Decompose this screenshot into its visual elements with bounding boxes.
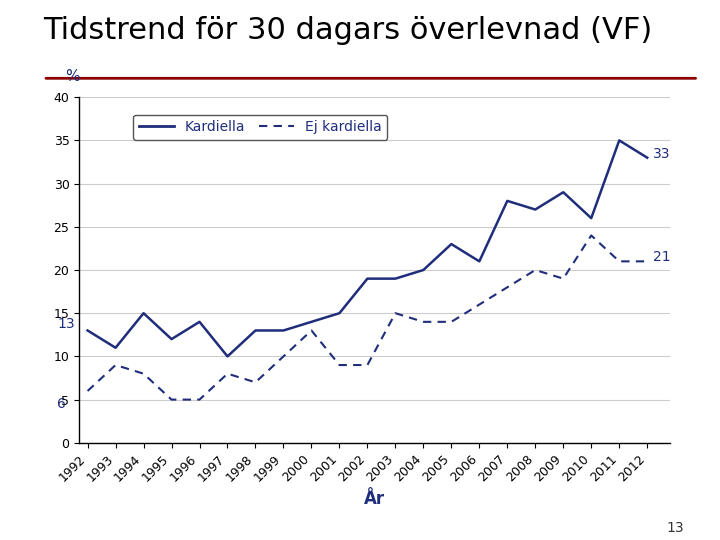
Kardiella: [363, 275, 372, 282]
Kardiella: [112, 345, 120, 351]
Kardiella: [139, 310, 148, 316]
Kardiella: [559, 189, 567, 195]
Ej kardiella: [307, 327, 316, 334]
Ej kardiella: [503, 284, 512, 291]
Ej kardiella: [139, 370, 148, 377]
Ej kardiella: [643, 258, 652, 265]
Kardiella: [84, 327, 92, 334]
Line: Ej kardiella: Ej kardiella: [88, 235, 647, 400]
Ej kardiella: [419, 319, 428, 325]
Text: %: %: [65, 69, 79, 84]
Kardiella: [587, 215, 595, 221]
Kardiella: [251, 327, 260, 334]
Text: Tidstrend för 30 dagars överlevnad (VF): Tidstrend för 30 dagars överlevnad (VF): [43, 16, 652, 45]
Text: 6: 6: [57, 396, 66, 410]
Kardiella: [531, 206, 539, 213]
Ej kardiella: [112, 362, 120, 368]
Ej kardiella: [391, 310, 400, 316]
Text: 13: 13: [667, 521, 684, 535]
Ej kardiella: [223, 370, 232, 377]
Kardiella: [615, 137, 624, 144]
Text: 13: 13: [57, 316, 75, 330]
Ej kardiella: [615, 258, 624, 265]
Ej kardiella: [559, 275, 567, 282]
Kardiella: [223, 353, 232, 360]
Kardiella: [475, 258, 484, 265]
Kardiella: [447, 241, 456, 247]
Kardiella: [335, 310, 343, 316]
X-axis label: År: År: [364, 490, 385, 508]
Ej kardiella: [335, 362, 343, 368]
Kardiella: [643, 154, 652, 161]
Ej kardiella: [475, 301, 484, 308]
Kardiella: [503, 198, 512, 204]
Kardiella: [307, 319, 316, 325]
Kardiella: [167, 336, 176, 342]
Kardiella: [391, 275, 400, 282]
Kardiella: [279, 327, 288, 334]
Line: Kardiella: Kardiella: [88, 140, 647, 356]
Ej kardiella: [84, 388, 92, 394]
Legend: Kardiella, Ej kardiella: Kardiella, Ej kardiella: [133, 114, 387, 140]
Text: 21: 21: [653, 251, 670, 265]
Kardiella: [195, 319, 204, 325]
Ej kardiella: [167, 396, 176, 403]
Text: 33: 33: [653, 147, 670, 161]
Kardiella: [419, 267, 428, 273]
Ej kardiella: [195, 396, 204, 403]
Ej kardiella: [531, 267, 539, 273]
Ej kardiella: [251, 379, 260, 386]
Ej kardiella: [587, 232, 595, 239]
Ej kardiella: [447, 319, 456, 325]
Ej kardiella: [279, 353, 288, 360]
Ej kardiella: [363, 362, 372, 368]
